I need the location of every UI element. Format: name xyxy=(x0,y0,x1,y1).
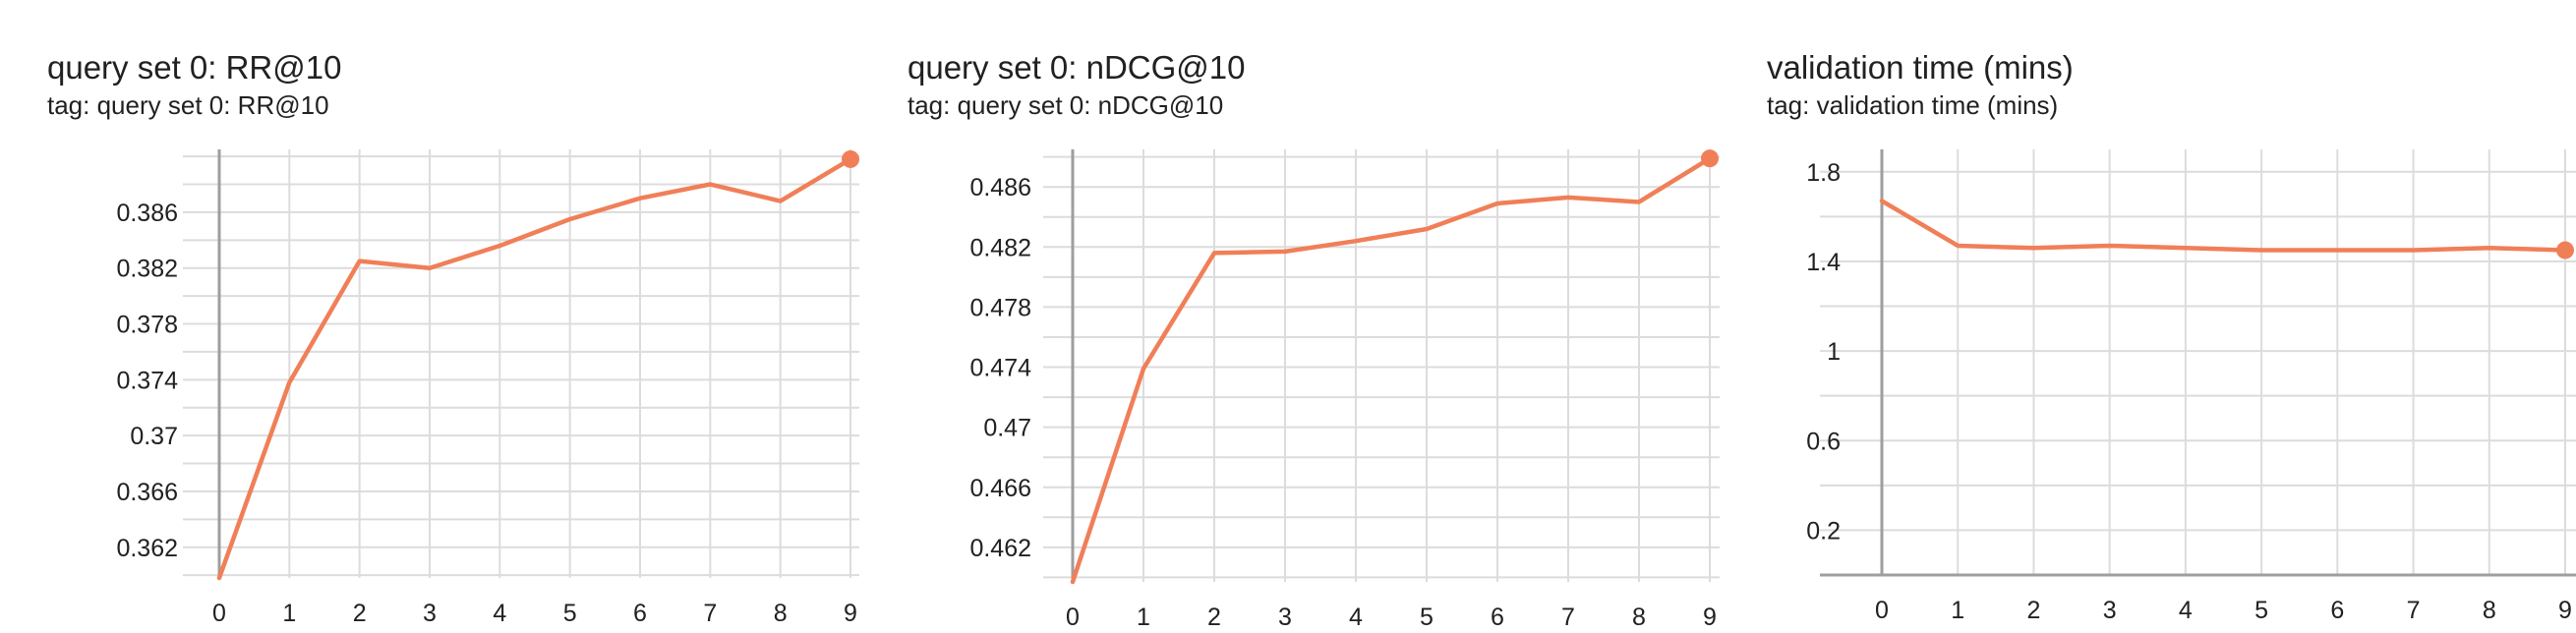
x-tick-label: 2 xyxy=(1207,604,1221,631)
chart-card-rr10: query set 0: RR@10 tag: query set 0: RR@… xyxy=(47,0,873,633)
x-tick-label: 6 xyxy=(2330,597,2344,624)
data-point xyxy=(1210,249,1218,257)
data-point xyxy=(1564,194,1572,201)
data-point xyxy=(2486,244,2493,252)
ndcg10-line-chart[interactable]: 0.462 0.466 0.47 0.474 0.478 0.482 0.486 0 1 2 3 4 5… xyxy=(907,138,1733,633)
x-tick-label: 3 xyxy=(1278,604,1292,631)
data-point xyxy=(1954,242,1961,250)
y-tick-label: 1.4 xyxy=(1806,249,1841,276)
x-tick-label: 5 xyxy=(1420,604,1434,631)
x-tick-label: 9 xyxy=(844,600,857,627)
y-tick-label: 0.374 xyxy=(116,367,178,394)
y-tick-label: 0.486 xyxy=(969,174,1031,201)
data-point xyxy=(1281,248,1289,256)
y-tick-label: 0.462 xyxy=(969,535,1031,562)
x-tick-label: 1 xyxy=(1951,597,1964,624)
x-tick-label: 6 xyxy=(1491,604,1504,631)
x-tick-label: 9 xyxy=(1703,604,1717,631)
y-tick-label: 0.386 xyxy=(116,200,178,227)
grid xyxy=(183,149,859,578)
data-point xyxy=(285,378,293,386)
grid xyxy=(1043,149,1720,582)
x-tick-label: 0 xyxy=(212,600,226,627)
y-tick-label: 0.478 xyxy=(969,294,1031,321)
data-point xyxy=(2182,244,2190,252)
data-point xyxy=(706,181,714,189)
x-tick-label: 2 xyxy=(2026,597,2040,624)
data-point xyxy=(2257,247,2265,255)
y-tick-label: 0.362 xyxy=(116,535,178,562)
x-tick-label: 5 xyxy=(563,600,577,627)
y-tick-label: 0.37 xyxy=(130,423,178,450)
y-tick-label: 0.382 xyxy=(116,256,178,283)
x-tick-label: 2 xyxy=(353,600,367,627)
data-point xyxy=(566,215,574,223)
chart-title: validation time (mins) xyxy=(1767,49,2074,86)
series-line xyxy=(216,156,853,581)
data-point xyxy=(636,195,644,202)
validation-time-line-chart[interactable]: 0.2 0.6 1 1.4 1.8 0 1 2 3 4 5 6 7 8 9 xyxy=(1767,138,2576,633)
y-tick-label: 0.2 xyxy=(1806,517,1841,545)
data-point xyxy=(2106,242,2114,250)
x-tick-label: 4 xyxy=(1349,604,1363,631)
y-tick-label: 0.378 xyxy=(116,312,178,339)
last-point-marker xyxy=(2556,241,2574,259)
x-tick-label: 3 xyxy=(2103,597,2117,624)
last-point-marker xyxy=(1701,149,1719,168)
data-point xyxy=(2029,244,2037,252)
chart-card-validation-time: validation time (mins) tag: validation t… xyxy=(1767,0,2576,633)
chart-card-ndcg10: query set 0: nDCG@10 tag: query set 0: n… xyxy=(907,0,1733,633)
y-tick-label: 1.8 xyxy=(1806,159,1841,187)
x-tick-label: 8 xyxy=(1632,604,1646,631)
data-point xyxy=(426,264,434,272)
chart-title: query set 0: nDCG@10 xyxy=(907,49,1246,86)
data-point xyxy=(1878,197,1886,204)
x-tick-label: 7 xyxy=(703,600,717,627)
x-tick-label: 8 xyxy=(2483,597,2496,624)
chart-title: query set 0: RR@10 xyxy=(47,49,342,86)
chart-tag: tag: query set 0: RR@10 xyxy=(47,90,329,120)
y-tick-label: 0.6 xyxy=(1806,428,1841,455)
x-tick-label: 1 xyxy=(282,600,296,627)
data-point xyxy=(1069,578,1077,586)
y-tick-label: 0.482 xyxy=(969,234,1031,261)
x-tick-label: 5 xyxy=(2254,597,2268,624)
x-tick-label: 0 xyxy=(1875,597,1889,624)
x-tick-label: 4 xyxy=(493,600,506,627)
y-tick-label: 0.466 xyxy=(969,475,1031,502)
data-point xyxy=(1140,365,1147,373)
data-point xyxy=(1423,225,1431,233)
data-point xyxy=(1493,200,1501,207)
x-tick-label: 7 xyxy=(1561,604,1575,631)
y-tick-label: 0.47 xyxy=(983,415,1031,442)
series-line xyxy=(1070,155,1713,585)
data-point xyxy=(777,198,785,205)
data-point xyxy=(215,574,223,582)
chart-tag: tag: validation time (mins) xyxy=(1767,90,2059,120)
chart-tag: tag: query set 0: nDCG@10 xyxy=(907,90,1224,120)
x-tick-label: 6 xyxy=(633,600,647,627)
data-point xyxy=(356,258,364,265)
y-tick-label: 1 xyxy=(1827,338,1841,366)
x-tick-label: 4 xyxy=(2179,597,2193,624)
x-tick-label: 3 xyxy=(423,600,437,627)
x-tick-label: 0 xyxy=(1066,604,1080,631)
data-point xyxy=(1352,237,1360,245)
series-line xyxy=(1879,199,2568,253)
data-point xyxy=(496,242,503,250)
last-point-marker xyxy=(842,149,859,168)
grid xyxy=(1820,149,2576,576)
y-tick-label: 0.366 xyxy=(116,479,178,506)
data-point xyxy=(1635,198,1643,205)
x-tick-label: 9 xyxy=(2558,597,2572,624)
data-point xyxy=(2333,247,2341,255)
x-tick-label: 7 xyxy=(2407,597,2421,624)
x-tick-label: 8 xyxy=(774,600,788,627)
data-point xyxy=(2410,247,2418,255)
x-tick-label: 1 xyxy=(1137,604,1150,631)
rr10-line-chart[interactable]: 0.362 0.366 0.37 0.374 0.378 0.382 0.386 0 1 2 3 4 5… xyxy=(47,138,873,633)
y-tick-label: 0.474 xyxy=(969,355,1031,382)
